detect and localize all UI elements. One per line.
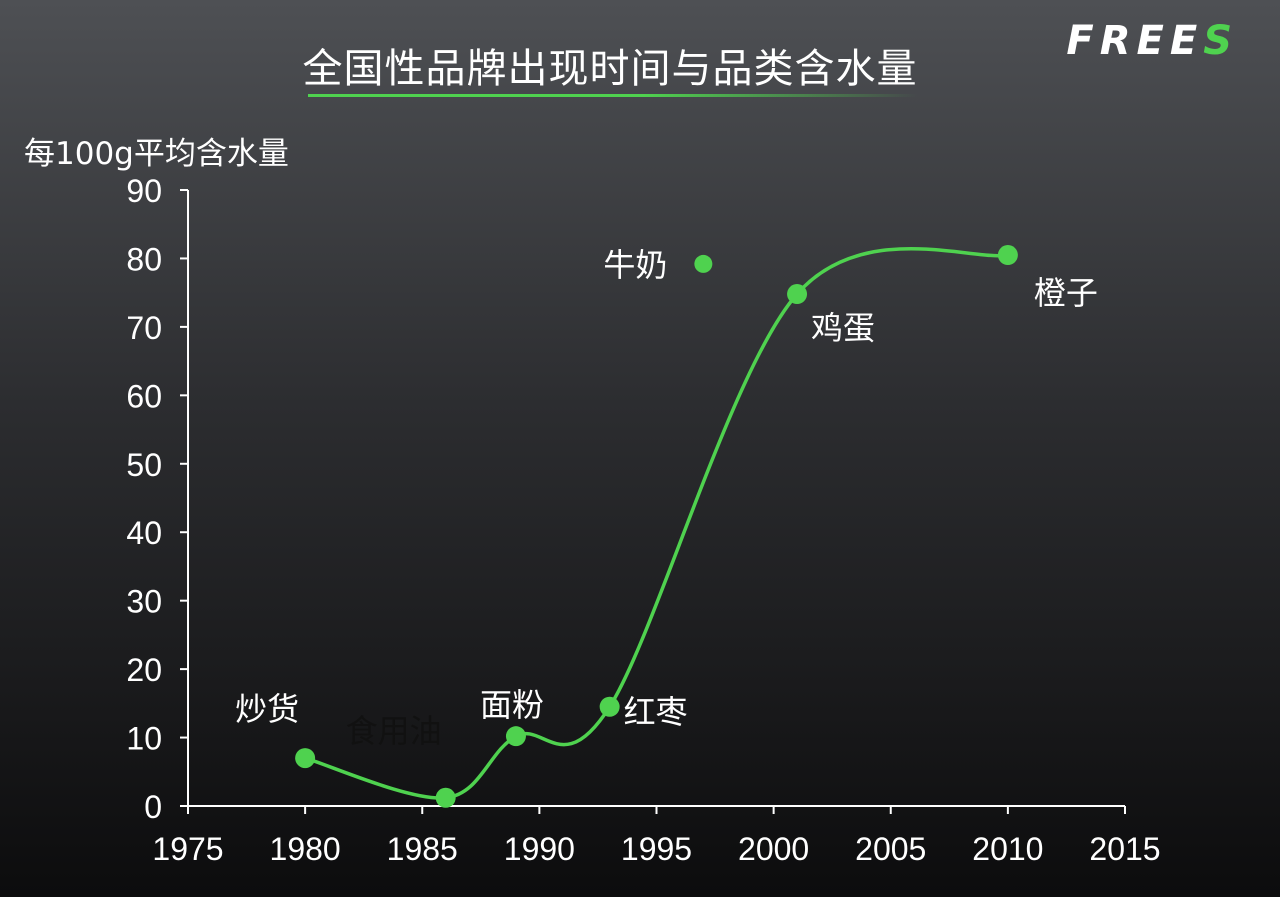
data-label: 食用油 [346,713,442,749]
y-tick-label: 90 [126,173,162,209]
title-underline [308,94,918,97]
y-tick-label: 0 [144,789,162,825]
data-point [787,284,808,305]
y-tick-label: 10 [126,721,162,757]
x-tick-label: 2010 [972,831,1043,867]
x-tick-label: 1975 [152,831,223,867]
x-tick-label: 2000 [738,831,809,867]
data-label: 面粉 [480,687,544,723]
x-tick-label: 2005 [855,831,926,867]
x-tick-label: 1995 [621,831,692,867]
brand-logo-accent: S [1203,18,1238,64]
data-point [694,254,713,273]
data-label: 红枣 [624,694,688,730]
x-tick-label: 1980 [270,831,341,867]
brand-logo: FREES [1066,18,1238,64]
x-tick-label: 1990 [504,831,575,867]
data-label: 橙子 [1034,275,1098,311]
data-label: 牛奶 [603,247,667,283]
y-tick-label: 50 [126,447,162,483]
data-point [295,748,316,769]
y-tick-label: 80 [126,241,162,277]
data-point [997,245,1018,266]
brand-logo-text: FREE [1066,18,1204,64]
data-point [505,726,526,747]
data-point [599,696,620,717]
y-tick-label: 30 [126,584,162,620]
data-point [435,787,456,808]
y-tick-label: 20 [126,652,162,688]
y-tick-label: 40 [126,515,162,551]
y-axis-title: 每100g平均含水量 [24,136,289,172]
data-label: 鸡蛋 [811,310,875,346]
page-title: 全国性品牌出现时间与品类含水量 [302,46,918,92]
x-tick-label: 2015 [1089,831,1160,867]
data-label: 炒货 [235,691,299,727]
x-tick-label: 1985 [387,831,458,867]
y-tick-label: 60 [126,378,162,414]
y-tick-label: 70 [126,310,162,346]
